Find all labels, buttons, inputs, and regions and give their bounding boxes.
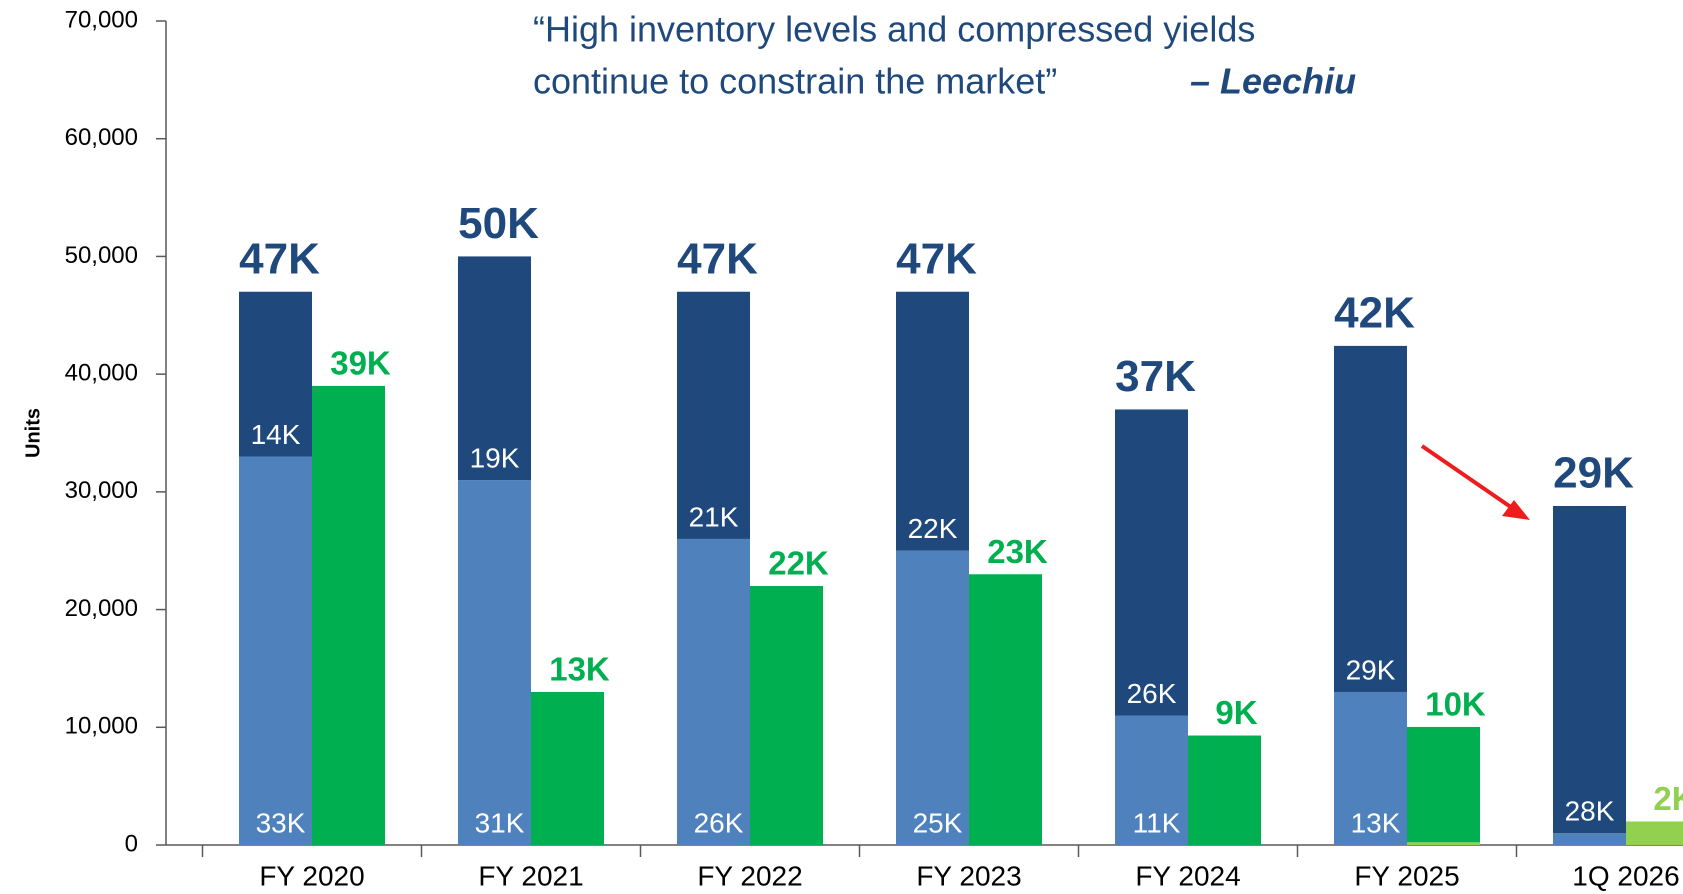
quote-line: “High inventory levels and compressed yi… [533, 9, 1255, 50]
value-label: 9K [1215, 694, 1257, 731]
x-tick-label: FY 2024 [1135, 860, 1240, 891]
value-label: 21K [689, 501, 739, 532]
total-label: 47K [239, 234, 320, 283]
y-tick-label: 60,000 [65, 124, 138, 151]
bar-segment [531, 691, 604, 845]
bar-segment [239, 456, 312, 845]
bar-segment [1626, 821, 1683, 845]
bar-segment [1188, 735, 1261, 845]
arrow [1420, 444, 1520, 514]
x-tick-label: FY 2022 [697, 860, 802, 891]
x-tick-label: 1Q 2026 [1572, 860, 1679, 891]
value-label: 11K [1133, 807, 1181, 838]
y-tick-label: 10,000 [65, 713, 138, 740]
bar-segment [1115, 409, 1188, 716]
y-tick-label: 30,000 [65, 477, 138, 504]
bar-segment [1553, 833, 1626, 845]
bar-segment [1115, 715, 1188, 845]
bar-segment [677, 291, 750, 539]
bar-segment [896, 550, 969, 845]
total-label: 37K [1115, 352, 1196, 401]
value-label: 13K [1351, 807, 1401, 838]
value-label: 26K [1127, 678, 1177, 709]
total-label: 42K [1334, 289, 1415, 338]
value-label: 19K [470, 442, 520, 473]
value-label: 2K [1653, 780, 1683, 817]
value-label: 31K [475, 807, 525, 838]
value-label: 22K [908, 513, 958, 544]
bar-segment [969, 574, 1042, 845]
bar-segment [312, 385, 385, 845]
value-label: 26K [694, 807, 744, 838]
total-label: 47K [896, 234, 977, 283]
total-label: 47K [677, 234, 758, 283]
x-tick-label: FY 2023 [916, 860, 1021, 891]
value-label: 10K [1425, 686, 1486, 723]
value-label: 25K [913, 807, 963, 838]
bar-segment [458, 256, 531, 481]
x-tick-label: FY 2020 [259, 860, 364, 891]
quote-attribution: – Leechiu [1190, 61, 1356, 102]
bar-segment [458, 480, 531, 845]
bar-segment [896, 291, 969, 551]
y-tick-label: 0 [125, 830, 138, 857]
x-tick-label: FY 2021 [478, 860, 583, 891]
bar-segment [1553, 505, 1626, 834]
value-label: 33K [256, 807, 306, 838]
value-label: 39K [330, 345, 391, 382]
value-label: 28K [1565, 796, 1615, 827]
y-axis-label: Units [22, 408, 44, 458]
value-label: 13K [549, 651, 610, 688]
bar-segment [1407, 842, 1480, 845]
value-label: 23K [987, 533, 1048, 570]
y-tick-label: 70,000 [65, 6, 138, 33]
bar-segment [750, 586, 823, 845]
y-tick-label: 40,000 [65, 359, 138, 386]
bar-segment [1334, 345, 1407, 692]
arrow-head [1502, 500, 1530, 520]
value-label: 22K [768, 545, 829, 582]
total-label: 29K [1553, 449, 1634, 498]
value-label: 14K [251, 419, 301, 450]
x-tick-label: FY 2025 [1354, 860, 1459, 891]
bar-segment [1334, 691, 1407, 845]
bar-segment [1407, 726, 1480, 843]
bar-segment [677, 538, 750, 845]
bar-segment [239, 291, 312, 457]
total-label: 50K [458, 199, 539, 248]
y-tick-label: 50,000 [65, 242, 138, 269]
quote-line: continue to constrain the market” [533, 61, 1057, 102]
y-tick-label: 20,000 [65, 595, 138, 622]
value-label: 29K [1346, 654, 1396, 685]
